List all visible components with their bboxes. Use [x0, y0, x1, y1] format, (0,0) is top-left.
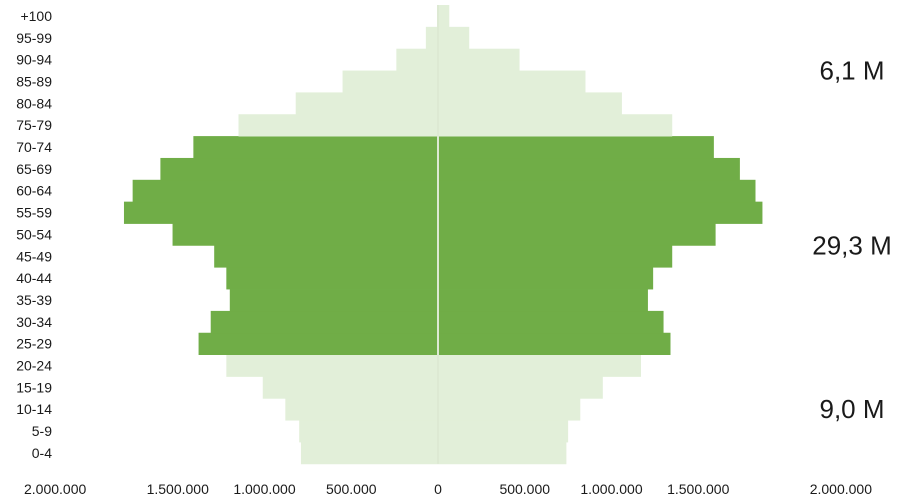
bar-right-75-79 — [438, 114, 673, 137]
bar-left-60-64 — [132, 179, 438, 203]
category-label: 90-94 — [16, 52, 52, 68]
bars-layer — [123, 5, 763, 465]
bar-right-30-34 — [438, 310, 664, 334]
bar-right-0-4 — [438, 442, 567, 465]
bar-right-45-49 — [438, 245, 673, 268]
category-label: 40-44 — [16, 270, 52, 286]
bar-left-40-44 — [226, 267, 438, 290]
bar-left-0-4 — [300, 442, 438, 465]
bar-right-70-74 — [438, 136, 714, 159]
bar-right-90-94 — [438, 48, 520, 71]
category-label: 95-99 — [16, 30, 52, 46]
bar-left-75-79 — [238, 114, 438, 137]
age-group-total-label: 6,1 M — [819, 56, 884, 86]
bar-left-20-24 — [226, 354, 438, 377]
bar-left-90-94 — [396, 48, 438, 71]
x-tick-label: 1.500.000 — [147, 481, 209, 497]
category-label: 10-14 — [16, 401, 52, 417]
category-label: 35-39 — [16, 292, 52, 308]
category-label: 5-9 — [32, 423, 52, 439]
age-group-total-label: 29,3 M — [812, 230, 892, 260]
bar-left-95-99 — [425, 26, 438, 50]
bar-right-65-69 — [438, 157, 740, 181]
bar-right-25-29 — [438, 332, 671, 355]
bar-left-35-39 — [229, 289, 438, 312]
bar-right-80-84 — [438, 92, 622, 115]
x-tick-label: 2.000.000 — [24, 481, 86, 497]
bar-right-+100 — [438, 5, 450, 28]
bar-right-20-24 — [438, 354, 641, 377]
bar-right-60-64 — [438, 179, 756, 203]
bar-right-35-39 — [438, 289, 648, 312]
x-tick-label: 1.500.000 — [667, 481, 729, 497]
bar-right-40-44 — [438, 267, 654, 290]
bar-left-50-54 — [172, 223, 439, 246]
category-label: 25-29 — [16, 336, 52, 352]
category-label: 0-4 — [32, 445, 52, 461]
bar-right-5-9 — [438, 420, 569, 443]
x-tick-label: 0 — [434, 481, 442, 497]
category-label: 75-79 — [16, 117, 52, 133]
category-label: 65-69 — [16, 161, 52, 177]
category-label: 15-19 — [16, 379, 52, 395]
category-label: 30-34 — [16, 314, 52, 330]
category-label: 45-49 — [16, 248, 52, 264]
bar-right-85-89 — [438, 70, 586, 93]
x-tick-label: 500.000 — [326, 481, 377, 497]
category-label: 55-59 — [16, 205, 52, 221]
age-group-total-label: 9,0 M — [819, 394, 884, 424]
bar-left-55-59 — [123, 201, 438, 224]
x-tick-label: 2.000.000 — [810, 481, 872, 497]
category-label: 85-89 — [16, 73, 52, 89]
bar-right-55-59 — [438, 201, 763, 224]
category-label: +100 — [20, 8, 52, 24]
x-tick-label: 500.000 — [499, 481, 550, 497]
x-axis-tick-labels: 2.000.000 1.500.000 1.000.000 500.000 0 500.0… — [24, 481, 872, 497]
bar-left-15-19 — [262, 376, 438, 399]
bar-right-95-99 — [438, 26, 470, 50]
age-group-labels: 9,0 M 29,3 M 6,1 M — [812, 56, 892, 425]
category-label: 50-54 — [16, 226, 52, 242]
bar-left-5-9 — [299, 420, 438, 443]
bar-left-25-29 — [198, 332, 438, 355]
category-label: 20-24 — [16, 358, 52, 374]
bar-left-80-84 — [295, 92, 438, 115]
bar-left-65-69 — [160, 157, 438, 181]
bar-left-45-49 — [214, 245, 438, 268]
bar-left-85-89 — [342, 70, 438, 93]
category-label: 80-84 — [16, 95, 52, 111]
bar-left-30-34 — [210, 310, 438, 334]
bar-right-10-14 — [438, 398, 581, 421]
bar-left-70-74 — [193, 136, 438, 159]
bar-right-15-19 — [438, 376, 603, 399]
x-tick-label: 1.000.000 — [233, 481, 295, 497]
bar-left-10-14 — [285, 398, 438, 421]
category-label: 60-64 — [16, 183, 52, 199]
bar-right-50-54 — [438, 223, 716, 246]
category-label: 70-74 — [16, 139, 52, 155]
x-tick-label: 1.000.000 — [580, 481, 642, 497]
category-labels: 0-4 5-9 10-14 15-19 20-24 25-29 30-34 35-39 40-4… — [16, 8, 52, 461]
